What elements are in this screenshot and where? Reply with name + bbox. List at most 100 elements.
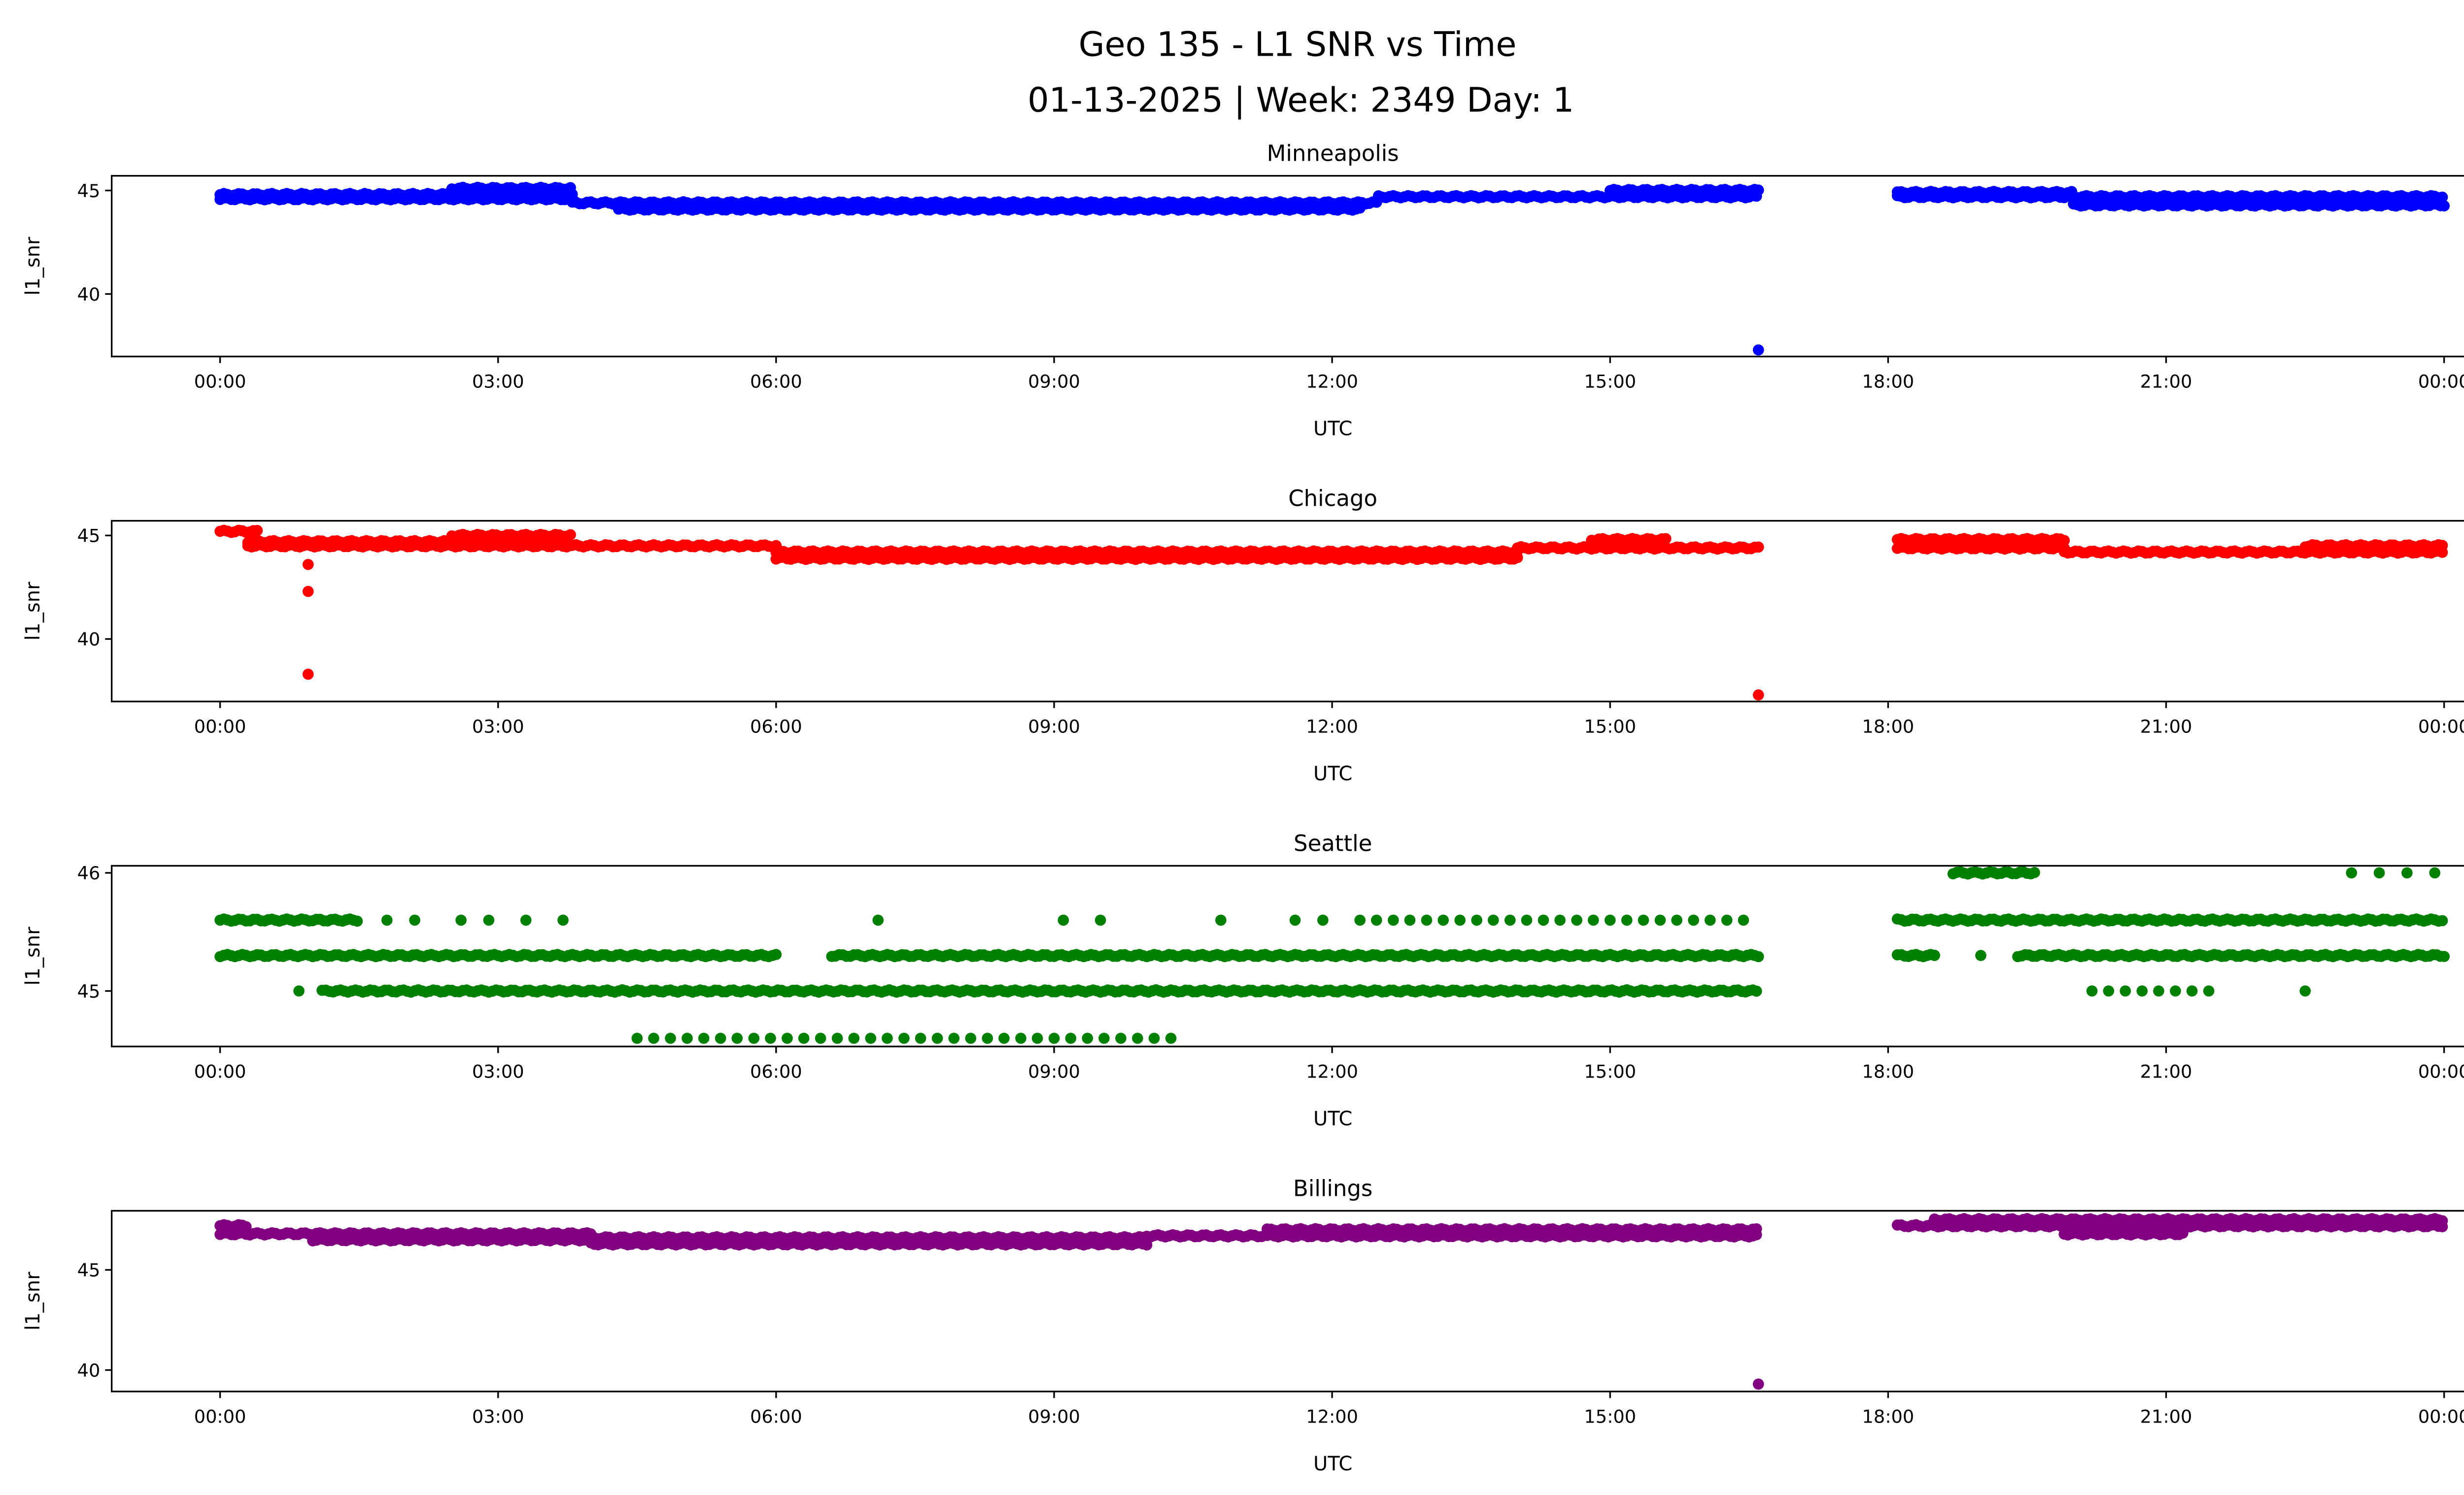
- x-tick-label: 18:00: [1862, 716, 1915, 737]
- x-tick-label: 15:00: [1584, 716, 1636, 737]
- data-point: [1015, 1033, 1027, 1044]
- data-point: [409, 914, 420, 926]
- data-point: [648, 1033, 659, 1044]
- data-point: [1148, 1033, 1160, 1044]
- subplot-title: Seattle: [1294, 830, 1372, 856]
- data-point: [748, 1033, 760, 1044]
- data-point: [1688, 914, 1699, 926]
- data-point: [2029, 867, 2040, 878]
- data-point: [1660, 533, 1672, 545]
- data-point: [2429, 867, 2441, 879]
- y-axis-label: l1_snr: [22, 1272, 44, 1331]
- data-point: [1454, 914, 1466, 926]
- y-axis-label: l1_snr: [22, 237, 44, 296]
- data-point: [631, 1033, 643, 1044]
- data-point: [1621, 914, 1633, 926]
- y-tick-label: 45: [77, 180, 101, 202]
- data-point: [1752, 344, 1764, 356]
- data-point: [565, 529, 576, 541]
- data-point: [2436, 540, 2448, 551]
- data-point: [1750, 985, 1762, 997]
- data-point: [381, 914, 393, 926]
- x-tick-label: 00:00: [2418, 716, 2464, 737]
- x-tick-label: 18:00: [1862, 1406, 1915, 1427]
- x-tick-label: 00:00: [194, 1406, 246, 1427]
- data-point: [455, 914, 467, 926]
- data-point: [1738, 914, 1749, 926]
- data-point: [557, 914, 569, 926]
- subplot-billings: Billings 00:00 03:00 06:00 09:00 12:00 15:00 18…: [22, 1175, 2464, 1475]
- scatter-points: [214, 524, 2448, 701]
- x-tick-label: 21:00: [2140, 1061, 2192, 1082]
- data-point: [1437, 914, 1449, 926]
- data-point: [2086, 985, 2098, 997]
- data-point: [1387, 914, 1399, 926]
- data-point: [302, 586, 314, 597]
- data-point: [1511, 552, 1523, 563]
- subplot-seattle: Seattle 00:00 03:00 06:00 09:00 12:00 15:00 18:…: [22, 830, 2464, 1130]
- data-point: [1752, 689, 1764, 701]
- data-point: [1752, 541, 1764, 553]
- x-tick-label: 06:00: [750, 371, 802, 392]
- data-point: [2120, 985, 2131, 997]
- data-point: [2177, 1227, 2189, 1239]
- scatter-points: [214, 1213, 2448, 1390]
- data-point: [1421, 914, 1433, 926]
- y-tick-label: 40: [77, 284, 101, 305]
- x-tick-label: 18:00: [1862, 371, 1915, 392]
- y-axis-label: l1_snr: [22, 927, 44, 986]
- data-point: [1132, 1033, 1143, 1044]
- data-point: [765, 1033, 776, 1044]
- x-tick-label: 12:00: [1306, 1061, 1358, 1082]
- data-point: [2436, 915, 2448, 927]
- data-point: [2136, 985, 2148, 997]
- x-tick-label: 06:00: [750, 1406, 802, 1427]
- x-tick-label: 00:00: [2418, 1406, 2464, 1427]
- x-tick-label: 09:00: [1028, 1061, 1080, 1082]
- x-tick-label: 09:00: [1028, 716, 1080, 737]
- data-point: [2299, 985, 2311, 997]
- data-point: [1370, 914, 1382, 926]
- x-tick-label: 21:00: [2140, 716, 2192, 737]
- subplot-title: Minneapolis: [1267, 140, 1399, 167]
- x-tick-label: 12:00: [1306, 716, 1358, 737]
- data-point: [1115, 1033, 1127, 1044]
- figure-title-line2: 01-13-2025 | Week: 2349 Day: 1: [1027, 81, 1574, 120]
- data-point: [1098, 1033, 1110, 1044]
- y-tick-label: 45: [77, 981, 101, 1002]
- x-tick-label: 03:00: [472, 1406, 524, 1427]
- x-axis-label: UTC: [1313, 1453, 1352, 1475]
- data-point: [565, 182, 576, 193]
- scatter-points: [214, 866, 2450, 1044]
- data-point: [848, 1033, 860, 1044]
- data-point: [1317, 914, 1329, 926]
- figure-title-line1: Geo 135 - L1 SNR vs Time: [1079, 25, 1517, 64]
- x-tick-label: 03:00: [472, 716, 524, 737]
- data-point: [798, 1033, 810, 1044]
- data-point: [948, 1033, 960, 1044]
- data-point: [665, 1033, 676, 1044]
- data-point: [882, 1033, 893, 1044]
- data-point: [2203, 985, 2215, 997]
- y-tick-label: 45: [77, 1260, 101, 1281]
- data-point: [302, 668, 314, 680]
- x-tick-label: 09:00: [1028, 1406, 1080, 1427]
- data-point: [865, 1033, 877, 1044]
- data-point: [831, 1033, 843, 1044]
- data-point: [302, 558, 314, 570]
- x-tick-label: 06:00: [750, 716, 802, 737]
- data-point: [1165, 1033, 1177, 1044]
- subplot-title: Billings: [1293, 1175, 1372, 1201]
- data-point: [998, 1033, 1010, 1044]
- data-point: [1752, 951, 1764, 963]
- data-point: [1215, 914, 1227, 926]
- data-point: [1929, 950, 1940, 961]
- data-point: [715, 1033, 726, 1044]
- scatter-points: [214, 181, 2450, 356]
- subplot-chicago: Chicago 00:00 03:00 06:00 09:00 12:00 15:00 18:…: [22, 486, 2464, 785]
- data-point: [1058, 914, 1069, 926]
- data-point: [2153, 985, 2164, 997]
- data-point: [251, 524, 263, 536]
- data-point: [2186, 985, 2198, 997]
- data-point: [1504, 914, 1516, 926]
